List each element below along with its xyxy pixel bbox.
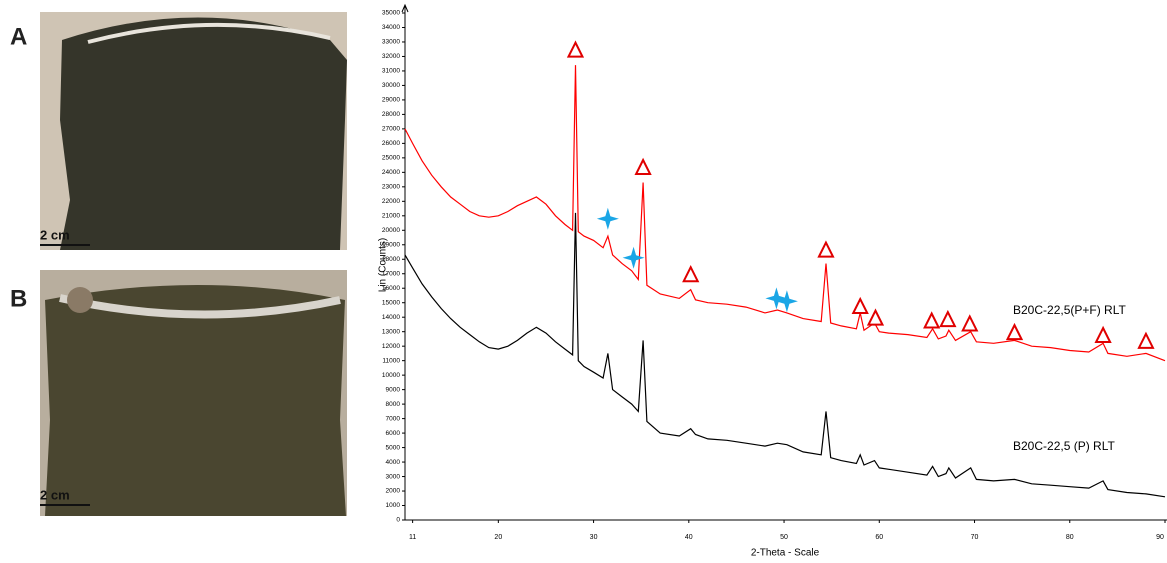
y-tick-label: 6000 — [386, 430, 401, 437]
x-tick-label: 40 — [685, 534, 693, 541]
y-tick-label: 32000 — [382, 53, 400, 60]
y-tick-label: 25000 — [382, 155, 400, 162]
y-tick-label: 12000 — [382, 343, 400, 350]
rim — [59, 294, 341, 319]
peak-triangle — [1005, 322, 1024, 341]
y-tick-label: 4000 — [386, 459, 401, 466]
y-tick-label: 1000 — [386, 502, 401, 509]
peak-triangle — [939, 309, 957, 328]
x-tick-label: 90 — [1156, 534, 1164, 541]
y-tick-label: 5000 — [386, 444, 401, 451]
x-tick-label: 30 — [590, 534, 598, 541]
y-tick-label: 9000 — [386, 386, 401, 393]
y-tick-label: 33000 — [382, 39, 400, 46]
peak-triangle — [566, 40, 585, 58]
y-tick-label: 21000 — [382, 213, 400, 220]
peak-triangle — [851, 296, 869, 315]
scale-label: 2 cm — [40, 487, 70, 502]
y-tick-label: 26000 — [382, 140, 400, 147]
y-tick-label: 22000 — [382, 198, 400, 205]
y-tick-label: 34000 — [382, 24, 400, 31]
peak-triangle — [634, 157, 652, 175]
peak-triangle — [923, 311, 941, 329]
series-label: B20C-22,5(P+F) RLT — [1013, 303, 1126, 317]
peak-star — [596, 207, 619, 230]
photo-b — [40, 270, 347, 516]
series-line — [404, 212, 1166, 498]
peak-triangle — [961, 314, 979, 332]
y-tick-label: 24000 — [382, 169, 400, 176]
panel-label: A — [10, 23, 27, 50]
series-line — [404, 65, 1166, 362]
y-tick-label: 3000 — [386, 473, 401, 480]
peak-triangle — [1094, 325, 1112, 344]
y-tick-label: 14000 — [382, 314, 400, 321]
y-tick-label: 17000 — [382, 270, 400, 277]
x-tick-label: 20 — [494, 534, 502, 541]
peak-star — [775, 290, 798, 313]
axis-arrow — [401, 3, 409, 13]
y-tick-label: 18000 — [382, 256, 400, 263]
y-tick-label: 35000 — [382, 10, 400, 17]
y-tick-label: 0 — [396, 517, 400, 524]
panel-label: B — [10, 285, 27, 312]
sample — [45, 285, 346, 516]
y-tick-label: 8000 — [386, 401, 401, 408]
y-axis-label: Lin (Counts) — [378, 238, 389, 292]
y-tick-label: 27000 — [382, 126, 400, 133]
y-tick-label: 15000 — [382, 299, 400, 306]
y-tick-label: 10000 — [382, 372, 400, 379]
peak-triangle — [866, 308, 885, 326]
y-tick-label: 2000 — [386, 488, 401, 495]
x-tick-label: 11 — [409, 534, 416, 541]
x-tick-label: 60 — [875, 534, 883, 541]
y-tick-label: 19000 — [382, 241, 400, 248]
y-tick-label: 30000 — [382, 82, 400, 89]
sample — [60, 17, 347, 250]
y-tick-label: 13000 — [382, 328, 400, 335]
peak-triangle — [817, 240, 835, 258]
scale-label: 2 cm — [40, 227, 70, 242]
y-tick-label: 28000 — [382, 111, 400, 118]
x-axis-label: 2-Theta - Scale — [751, 548, 820, 559]
x-tick-label: 50 — [780, 534, 788, 541]
rim — [87, 22, 331, 44]
x-tick-label: 80 — [1066, 534, 1074, 541]
stone — [67, 287, 93, 313]
y-tick-label: 7000 — [386, 415, 401, 422]
y-tick-label: 20000 — [382, 227, 400, 234]
y-tick-label: 11000 — [382, 357, 400, 364]
peak-star — [765, 287, 788, 310]
photo-a — [40, 12, 347, 250]
y-tick-label: 31000 — [382, 68, 400, 75]
peak-triangle — [682, 264, 700, 283]
y-tick-label: 16000 — [382, 285, 400, 292]
y-tick-label: 29000 — [382, 97, 400, 104]
series-label: B20C-22,5 (P) RLT — [1013, 439, 1115, 453]
y-tick-label: 23000 — [382, 184, 400, 191]
peak-star — [622, 246, 645, 269]
x-tick-label: 70 — [971, 534, 979, 541]
peak-triangle — [1137, 331, 1155, 349]
